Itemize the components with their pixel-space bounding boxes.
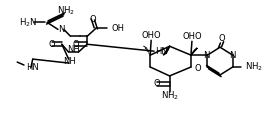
Text: NH: NH [68,45,80,54]
Text: NH$_2$: NH$_2$ [245,61,263,73]
Text: NH$_2$: NH$_2$ [57,4,75,17]
Text: OHO: OHO [182,32,202,41]
Text: N: N [58,25,64,34]
Text: HN: HN [155,47,168,56]
Text: HN: HN [26,63,39,72]
Text: O: O [195,64,202,73]
Text: NH: NH [63,57,76,66]
Text: NH$_2$: NH$_2$ [160,89,179,102]
Text: H$_2$N: H$_2$N [19,16,37,29]
Text: O: O [72,40,79,49]
Text: N: N [203,51,210,60]
Text: OH: OH [111,24,124,33]
Text: O: O [219,34,225,43]
Polygon shape [163,46,170,55]
Text: OHO: OHO [141,31,161,40]
Text: O: O [90,15,96,24]
Text: O: O [154,79,160,88]
Text: O: O [49,40,56,49]
Polygon shape [191,48,197,55]
Text: N: N [229,51,236,60]
